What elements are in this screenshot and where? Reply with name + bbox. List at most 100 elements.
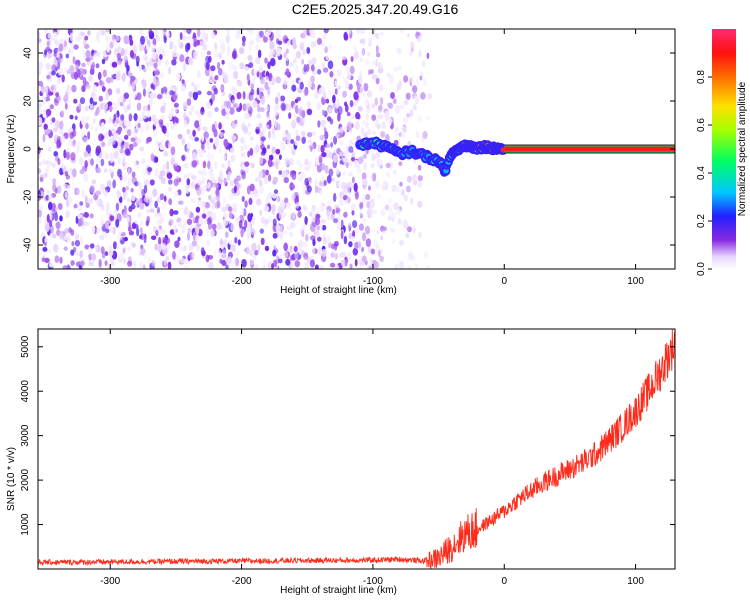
noise-speckle xyxy=(409,109,414,118)
noise-speckle xyxy=(366,207,372,216)
noise-speckle xyxy=(140,35,145,45)
noise-speckle xyxy=(365,113,369,122)
noise-speckle xyxy=(146,44,150,51)
noise-speckle xyxy=(335,207,340,214)
noise-speckle xyxy=(230,223,235,231)
noise-speckle xyxy=(69,114,74,120)
noise-speckle xyxy=(207,181,211,189)
noise-speckle xyxy=(197,180,203,186)
noise-speckle xyxy=(89,184,96,193)
noise-speckle xyxy=(350,114,355,120)
noise-speckle xyxy=(101,121,105,132)
noise-speckle xyxy=(248,197,253,205)
noise-speckle xyxy=(47,33,52,39)
noise-speckle xyxy=(328,107,333,113)
noise-speckle xyxy=(251,242,257,251)
noise-speckle xyxy=(48,193,53,199)
noise-speckle xyxy=(75,187,80,196)
noise-speckle xyxy=(154,156,159,163)
noise-speckle xyxy=(371,153,376,162)
noise-speckle xyxy=(219,238,224,246)
noise-speckle xyxy=(64,66,68,73)
noise-speckle xyxy=(48,161,53,167)
noise-speckle xyxy=(134,160,138,167)
noise-speckle xyxy=(122,192,126,201)
noise-speckle xyxy=(250,83,255,90)
noise-speckle xyxy=(171,122,175,131)
noise-speckle xyxy=(186,98,192,106)
noise-speckle xyxy=(406,33,411,38)
noise-speckle xyxy=(126,216,130,223)
noise-speckle xyxy=(363,186,368,191)
noise-speckle xyxy=(275,29,282,36)
noise-speckle xyxy=(283,242,289,252)
noise-speckle xyxy=(173,45,177,52)
noise-speckle xyxy=(92,225,96,235)
noise-speckle xyxy=(414,95,420,105)
noise-speckle xyxy=(126,64,130,72)
noise-speckle xyxy=(315,264,319,269)
noise-speckle xyxy=(152,76,157,86)
noise-speckle xyxy=(146,215,151,224)
noise-speckle xyxy=(135,198,139,206)
noise-speckle xyxy=(305,233,309,242)
noise-speckle xyxy=(275,194,280,202)
noise-speckle xyxy=(180,257,185,264)
noise-speckle xyxy=(89,124,94,130)
noise-speckle xyxy=(207,110,213,119)
noise-speckle xyxy=(155,139,159,147)
noise-speckle xyxy=(196,39,200,46)
noise-speckle xyxy=(112,241,117,250)
noise-speckle xyxy=(252,215,257,221)
noise-speckle xyxy=(410,197,414,205)
noise-speckle xyxy=(271,146,275,155)
noise-speckle xyxy=(38,65,42,74)
noise-speckle xyxy=(331,243,335,250)
noise-speckle xyxy=(150,153,154,162)
noise-speckle xyxy=(376,52,381,58)
noise-speckle xyxy=(211,212,217,221)
noise-speckle xyxy=(371,60,376,65)
noise-speckle xyxy=(123,55,128,63)
noise-speckle xyxy=(332,208,336,215)
noise-speckle xyxy=(150,208,155,214)
noise-speckle xyxy=(216,200,221,209)
noise-speckle xyxy=(361,93,366,98)
noise-speckle xyxy=(290,139,295,144)
noise-speckle xyxy=(38,96,41,102)
noise-speckle xyxy=(60,163,65,169)
noise-speckle xyxy=(361,199,367,204)
noise-speckle xyxy=(390,227,396,233)
noise-speckle xyxy=(339,252,344,259)
noise-speckle xyxy=(248,40,255,46)
noise-speckle xyxy=(154,211,159,219)
noise-speckle xyxy=(206,90,212,96)
noise-speckle xyxy=(229,107,235,115)
noise-speckle xyxy=(169,41,175,49)
noise-speckle xyxy=(233,185,237,194)
noise-speckle xyxy=(319,156,323,166)
noise-speckle xyxy=(342,170,347,176)
noise-speckle xyxy=(275,76,282,84)
noise-speckle xyxy=(276,47,282,55)
noise-speckle xyxy=(202,148,206,154)
noise-speckle xyxy=(53,39,60,46)
noise-speckle xyxy=(270,58,276,67)
noise-speckle xyxy=(169,208,174,217)
noise-speckle xyxy=(84,35,89,41)
noise-speckle xyxy=(361,47,366,56)
noise-speckle xyxy=(217,249,222,259)
noise-speckle xyxy=(372,209,378,215)
noise-speckle xyxy=(100,218,104,228)
noise-speckle xyxy=(355,111,360,120)
noise-speckle xyxy=(260,95,265,105)
noise-speckle xyxy=(200,106,205,113)
noise-speckle xyxy=(427,93,433,100)
noise-speckle xyxy=(287,40,291,46)
signal-track-layer xyxy=(355,136,508,177)
noise-speckle xyxy=(138,192,143,199)
noise-speckle xyxy=(88,197,93,205)
noise-speckle xyxy=(255,126,261,135)
noise-speckle xyxy=(63,149,67,159)
noise-speckle xyxy=(392,169,397,175)
